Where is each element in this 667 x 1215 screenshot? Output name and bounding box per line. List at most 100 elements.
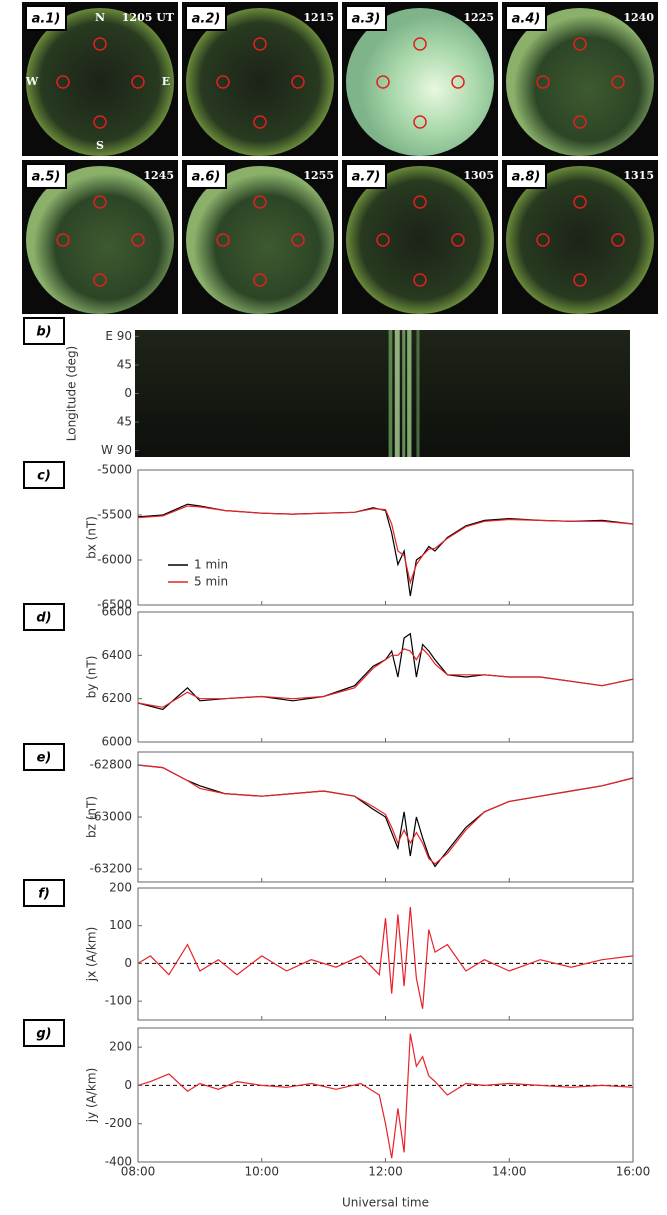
y-axis-label: by (nT) [85,656,99,699]
panel-label: g) [36,1027,51,1042]
keogram [135,330,630,457]
y-tick-label: 6400 [101,648,132,662]
compass-letter: S [96,139,104,152]
panel-label: a.8) [512,170,541,185]
x-tick-label: 16:00 [616,1165,651,1179]
panel-label: a.3) [352,12,381,27]
image-time: 1255 [303,169,334,182]
plot-frame [137,887,634,1021]
aurora-band [407,330,412,457]
panel-label: a.1) [32,12,61,27]
sky-disk [26,8,174,156]
sky-disk [346,8,494,156]
panel-label-box [185,5,227,31]
x-tick-label: 12:00 [368,1165,403,1179]
y-tick-label: 0 [124,1078,132,1092]
y-tick-label: 200 [109,881,132,895]
x-axis-label: Universal time [342,1196,429,1210]
site-marker [253,195,267,209]
panel-label: a.7) [352,170,381,185]
panel-label-box [23,603,65,631]
y-axis-label: bz (nT) [85,796,99,838]
site-marker [536,75,550,89]
panel-label-box [23,461,65,489]
panel-label-box [505,163,547,189]
panel-label-box [23,743,65,771]
x-tick-label: 14:00 [492,1165,527,1179]
panel-label-box [25,5,67,31]
y-tick-label: 6000 [101,735,132,749]
compass-letter: W [25,75,39,88]
image-time: 1315 [623,169,654,182]
site-marker [93,195,107,209]
y-axis-label: bx (nT) [85,516,99,559]
panel-label: d) [36,611,51,626]
y-tick-label: 45 [117,415,132,429]
y-tick-label: 0 [124,386,132,400]
site-marker [56,75,70,89]
site-marker [451,75,465,89]
site-marker [413,195,427,209]
image-time: 1225 [463,11,494,24]
image-time: 1215 [303,11,334,24]
site-marker [291,75,305,89]
panel-label: e) [37,751,52,766]
site-marker [611,233,625,247]
sky-disk [506,8,654,156]
site-marker [376,75,390,89]
sky-disk [26,166,174,314]
site-marker [611,75,625,89]
panel-label: a.4) [512,12,541,27]
image-time: 1205 UT [122,11,175,24]
y-tick-label: -100 [105,994,132,1008]
site-marker [573,273,587,287]
y-tick-label: -62800 [89,758,132,772]
y-tick-label: -5000 [97,463,132,477]
panel-label-box [505,5,547,31]
y-axis-label: Longitude (deg) [65,346,79,441]
sky-disk [186,166,334,314]
panel-label-box [23,879,65,907]
image-time: 1240 [623,11,654,24]
y-tick-label: -6500 [97,598,132,612]
aurora-band [388,330,393,457]
site-marker [573,37,587,51]
aurora-band [402,330,406,457]
panel-label: a.6) [192,170,221,185]
site-marker [253,37,267,51]
compass-letter: E [162,75,170,88]
site-marker [93,37,107,51]
site-marker [291,233,305,247]
site-marker [573,195,587,209]
sky-disk [506,166,654,314]
panel-label-box [25,163,67,189]
panel-label: f) [38,887,50,902]
image-time: 1245 [143,169,174,182]
site-marker [253,273,267,287]
y-tick-label: 45 [117,357,132,371]
panel-label: a.2) [192,12,221,27]
site-marker [56,233,70,247]
panel-label-box [345,163,387,189]
sky-disk [186,8,334,156]
site-marker [216,75,230,89]
site-marker [573,115,587,129]
y-tick-label: 6200 [101,691,132,705]
panel-label: a.5) [32,170,61,185]
site-marker [413,37,427,51]
x-tick-label: 10:00 [244,1165,279,1179]
sky-disk [346,166,494,314]
aurora-band [394,330,400,457]
aurora-band [416,330,420,457]
y-tick-label: -63000 [89,810,132,824]
series-line [137,906,634,1009]
series-line [137,505,634,585]
panel-label: b) [36,325,51,340]
site-marker [253,115,267,129]
panel-label-box [23,317,65,345]
y-axis-label: jy (A/km) [85,1068,99,1124]
legend-label: 1 min [194,558,228,572]
y-tick-label: -5500 [97,508,132,522]
site-marker [131,233,145,247]
panel-label-box [23,1019,65,1047]
